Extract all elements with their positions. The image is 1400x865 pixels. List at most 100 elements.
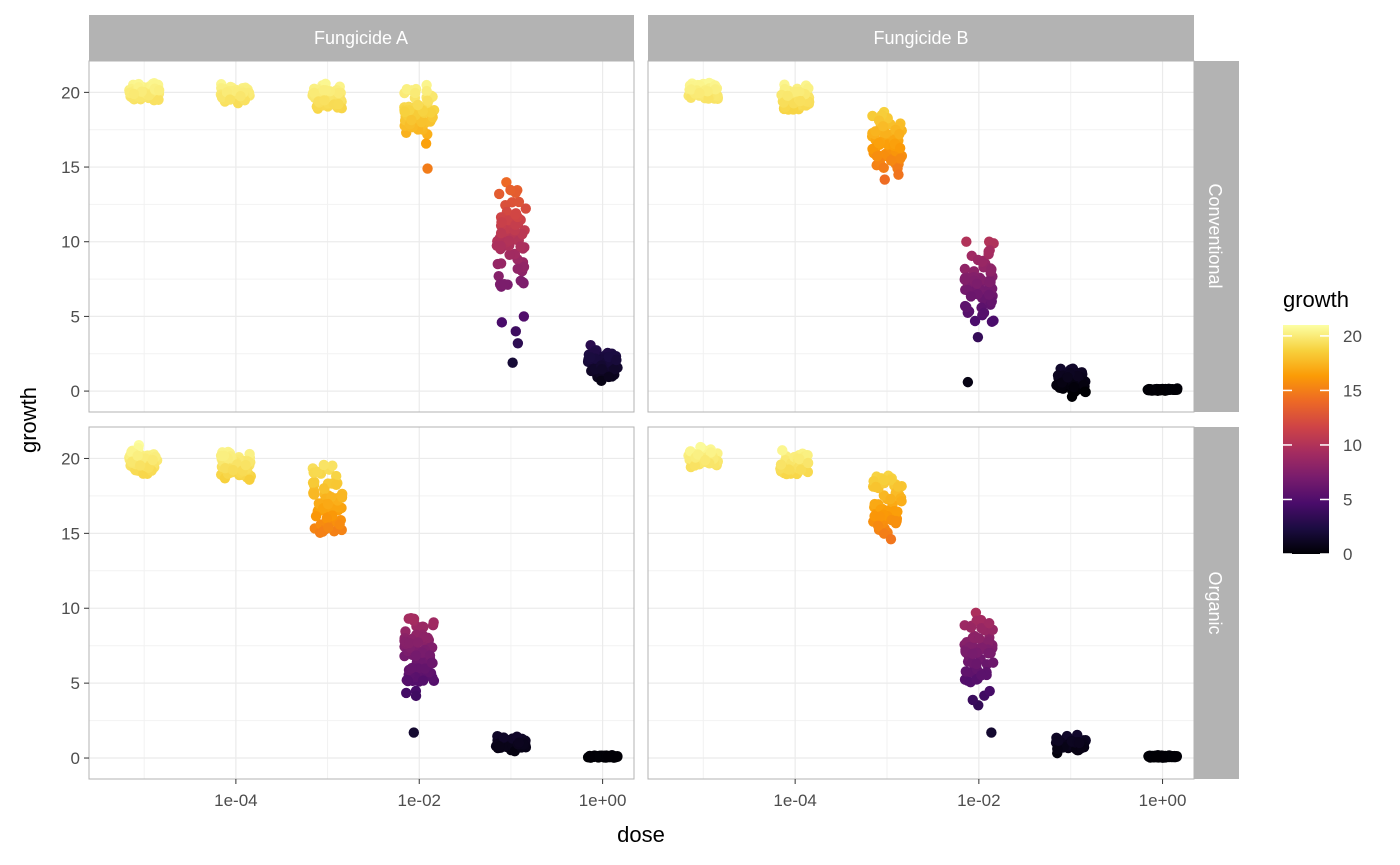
y-tick-label: 10 <box>61 233 80 252</box>
data-point <box>32 455 42 465</box>
data-point <box>872 520 884 532</box>
data-point-outlier <box>507 357 518 368</box>
strip-col-2-label: Fungicide B <box>873 28 968 48</box>
data-point <box>48 89 58 99</box>
panel-points <box>32 439 623 763</box>
data-point <box>39 89 49 99</box>
data-point <box>244 474 255 485</box>
data-point <box>896 496 907 507</box>
data-point <box>240 459 251 471</box>
data-point <box>47 96 57 106</box>
data-point <box>959 263 971 275</box>
x-tick-label: 1e-02 <box>398 791 441 810</box>
data-point <box>308 489 320 500</box>
data-point <box>1155 385 1166 396</box>
legend-tick-label: 15 <box>1343 381 1362 400</box>
data-point <box>319 95 330 106</box>
data-point <box>504 249 515 261</box>
data-point <box>976 623 987 634</box>
data-point <box>147 454 158 466</box>
data-point <box>972 331 984 343</box>
data-point <box>710 84 721 95</box>
data-point <box>51 89 61 99</box>
y-tick-label: 5 <box>71 674 80 693</box>
data-point <box>520 203 531 214</box>
legend-tick-label: 5 <box>1343 490 1352 509</box>
data-point <box>802 450 813 461</box>
data-point <box>320 85 331 96</box>
data-point <box>412 99 424 111</box>
data-point <box>416 116 427 128</box>
data-point <box>33 87 43 97</box>
data-point <box>49 91 59 101</box>
data-point <box>32 458 42 468</box>
data-point <box>967 648 978 660</box>
data-point <box>40 86 50 96</box>
data-point <box>1169 384 1181 395</box>
y-tick-label: 0 <box>71 749 80 768</box>
data-point <box>32 87 42 97</box>
data-point <box>493 270 504 282</box>
data-point <box>493 188 505 200</box>
data-point <box>892 481 904 492</box>
legend-tick-label: 0 <box>1343 545 1352 564</box>
data-point <box>959 274 970 285</box>
data-point <box>43 83 53 93</box>
data-point-outlier <box>986 727 997 738</box>
data-point <box>518 277 529 288</box>
data-point <box>417 675 429 686</box>
y-tick-label: 15 <box>61 524 80 543</box>
data-point <box>43 461 53 471</box>
data-point <box>40 459 50 469</box>
data-point <box>794 453 805 465</box>
data-point <box>48 462 58 472</box>
data-point <box>406 662 418 674</box>
strip-row-1-label: Conventional <box>1205 183 1225 288</box>
data-point <box>976 256 988 268</box>
data-point <box>35 461 45 471</box>
data-point-outlier <box>962 376 974 388</box>
data-point <box>513 196 525 208</box>
legend-ticks: 0 5 10 15 20 <box>1283 327 1362 564</box>
data-point <box>878 528 890 539</box>
data-point <box>422 95 433 106</box>
data-point <box>410 690 422 702</box>
data-point <box>334 519 345 530</box>
data-point <box>1053 735 1064 747</box>
data-point <box>36 88 46 98</box>
data-point <box>41 460 51 470</box>
data-point <box>894 128 905 140</box>
data-point <box>327 460 338 471</box>
legend-colorbar <box>1283 325 1329 554</box>
data-point <box>43 454 53 464</box>
data-point <box>401 83 412 95</box>
data-point <box>976 670 987 681</box>
data-point <box>42 455 52 465</box>
data-point <box>893 169 904 180</box>
strip-row-2 <box>1194 427 1239 779</box>
data-point <box>36 84 46 94</box>
data-point-outlier <box>422 163 433 174</box>
data-point <box>404 637 415 649</box>
data-point <box>36 460 46 470</box>
data-point <box>35 87 45 97</box>
data-point <box>986 316 998 327</box>
data-point <box>967 694 978 706</box>
panel-border <box>88 426 635 780</box>
data-point <box>42 96 52 106</box>
data-point <box>143 462 154 473</box>
data-point <box>685 84 697 95</box>
data-point <box>694 87 705 99</box>
data-point <box>428 617 439 628</box>
data-point <box>782 90 793 102</box>
data-point <box>978 307 990 319</box>
data-point <box>1079 386 1091 397</box>
data-point <box>702 86 713 97</box>
panel-points <box>683 77 1183 402</box>
data-point <box>1074 737 1085 749</box>
x-tick-label: 1e-02 <box>957 791 1000 810</box>
data-point <box>44 90 54 100</box>
data-point-outlier <box>496 317 508 328</box>
data-point <box>39 457 49 467</box>
